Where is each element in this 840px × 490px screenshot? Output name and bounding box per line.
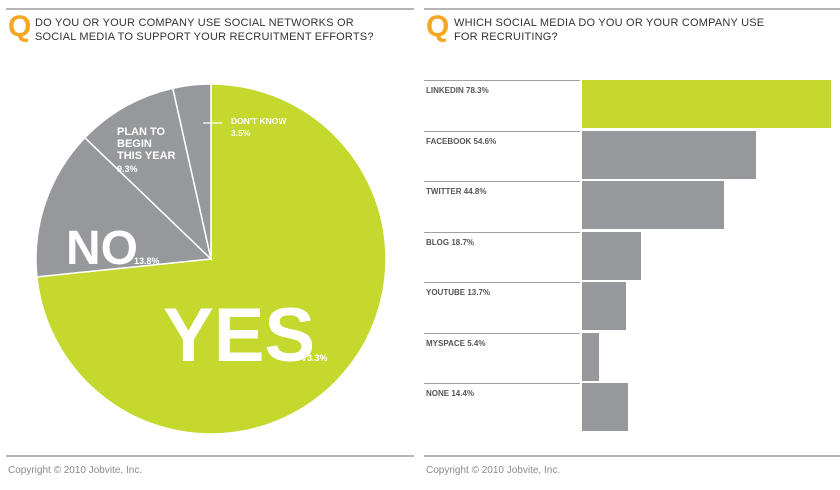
pie-label-dont-know: DON'T KNOW [231, 116, 287, 126]
bar-label-blog: BLOG 18.7% [426, 238, 475, 247]
bar-none [582, 383, 628, 431]
pie-label-plan-line: PLAN TO [117, 126, 166, 138]
pie-value-plan: 9.3% [117, 164, 138, 174]
pie-label-no: NO [66, 222, 138, 275]
question-text: WHICH SOCIAL MEDIA DO YOU OR YOUR COMPAN… [454, 17, 765, 43]
pie-slice-don-t-know [171, 83, 212, 260]
pie-slice-plan-to [83, 87, 213, 262]
bar-divider [424, 181, 580, 182]
bar-facebook [582, 131, 756, 179]
bar-divider [424, 383, 580, 384]
bar-youtube [582, 282, 626, 330]
pie-label-plan-line: THIS YEAR [117, 150, 176, 162]
bottom-rule [424, 455, 840, 457]
bar-label-youtube: YOUTUBE 13.7% [426, 288, 491, 297]
bar-twitter [582, 181, 724, 229]
bar-divider [424, 282, 580, 283]
bar-divider [424, 232, 580, 233]
pie-label-plan-line: BEGIN [117, 138, 152, 150]
bar-divider [424, 80, 580, 81]
pie-value-yes: 73.3% [302, 353, 328, 363]
bar-linkedin [582, 80, 831, 128]
copyright: Copyright © 2010 Jobvite, Inc. [8, 465, 143, 476]
left-panel: Q DO YOU OR YOUR COMPANY USE SOCIAL NETW… [0, 0, 414, 490]
bar-label-twitter: TWITTER 44.8% [426, 187, 487, 196]
bar-divider [424, 131, 580, 132]
bar-blog [582, 232, 641, 280]
bar-divider [424, 333, 580, 334]
q-letter: Q [426, 10, 450, 43]
bar-chart: LINKEDIN 78.3% FACEBOOK 54.6% TWITTER 44.8… [420, 0, 840, 490]
bar-label-linkedin: LINKEDIN 78.3% [426, 86, 489, 95]
pie-slice-no [35, 136, 213, 278]
bar-label-facebook: FACEBOOK 54.6% [426, 137, 497, 146]
top-rule [6, 8, 414, 10]
bar-label-myspace: MYSPACE 5.4% [426, 339, 486, 348]
top-rule [424, 8, 840, 10]
question-text: DO YOU OR YOUR COMPANY USE SOCIAL NETWOR… [35, 17, 374, 43]
pie-label-yes: YES [163, 293, 315, 378]
bottom-rule [6, 455, 414, 457]
pie-value-dont-know: 3.5% [231, 128, 251, 138]
bar-label-none: NONE 14.4% [426, 389, 475, 398]
bar-myspace [582, 333, 599, 381]
copyright: Copyright © 2010 Jobvite, Inc. [426, 465, 561, 476]
right-panel: Q WHICH SOCIAL MEDIA DO YOU OR YOUR COMP… [420, 0, 840, 490]
pie-value-no: 13.8% [134, 256, 160, 266]
q-letter: Q [8, 10, 32, 43]
